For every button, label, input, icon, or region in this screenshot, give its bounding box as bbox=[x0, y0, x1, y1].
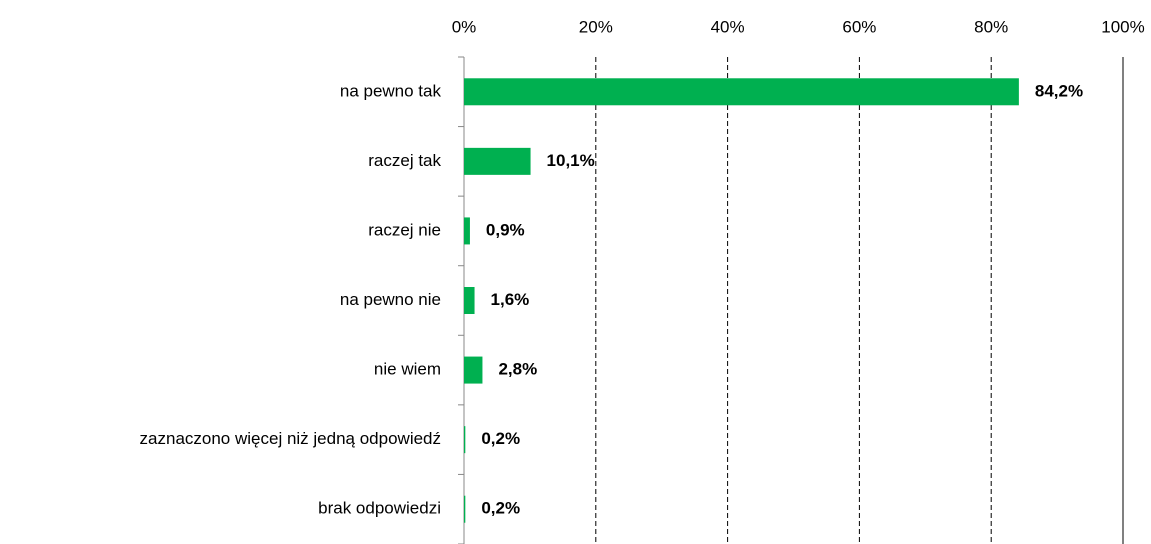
x-tick-label: 60% bbox=[842, 17, 876, 36]
y-tick-label: brak odpowiedzi bbox=[318, 499, 441, 518]
y-tick-label: raczej tak bbox=[368, 151, 441, 170]
y-tick-label: zaznaczono więcej niż jedną odpowiedź bbox=[140, 429, 441, 448]
y-tick-label: na pewno tak bbox=[340, 81, 442, 100]
data-label: 2,8% bbox=[498, 360, 537, 379]
data-label: 1,6% bbox=[491, 290, 530, 309]
data-label: 0,9% bbox=[486, 220, 525, 239]
x-tick-label: 20% bbox=[579, 17, 613, 36]
bar bbox=[464, 287, 475, 314]
x-tick-label: 0% bbox=[452, 17, 477, 36]
data-label: 10,1% bbox=[547, 151, 595, 170]
y-tick-label: na pewno nie bbox=[340, 290, 441, 309]
x-tick-label: 80% bbox=[974, 17, 1008, 36]
bar bbox=[464, 78, 1019, 106]
x-tick-label: 40% bbox=[711, 17, 745, 36]
bar bbox=[464, 495, 466, 523]
bar bbox=[464, 217, 470, 245]
x-tick-label: 100% bbox=[1101, 17, 1144, 36]
data-label: 0,2% bbox=[481, 429, 520, 448]
bar bbox=[464, 147, 531, 175]
data-label: 84,2% bbox=[1035, 81, 1083, 100]
y-tick-label: raczej nie bbox=[368, 220, 441, 239]
bar bbox=[464, 426, 466, 454]
bar bbox=[464, 356, 483, 384]
y-tick-label: nie wiem bbox=[374, 360, 441, 379]
data-label: 0,2% bbox=[481, 499, 520, 518]
